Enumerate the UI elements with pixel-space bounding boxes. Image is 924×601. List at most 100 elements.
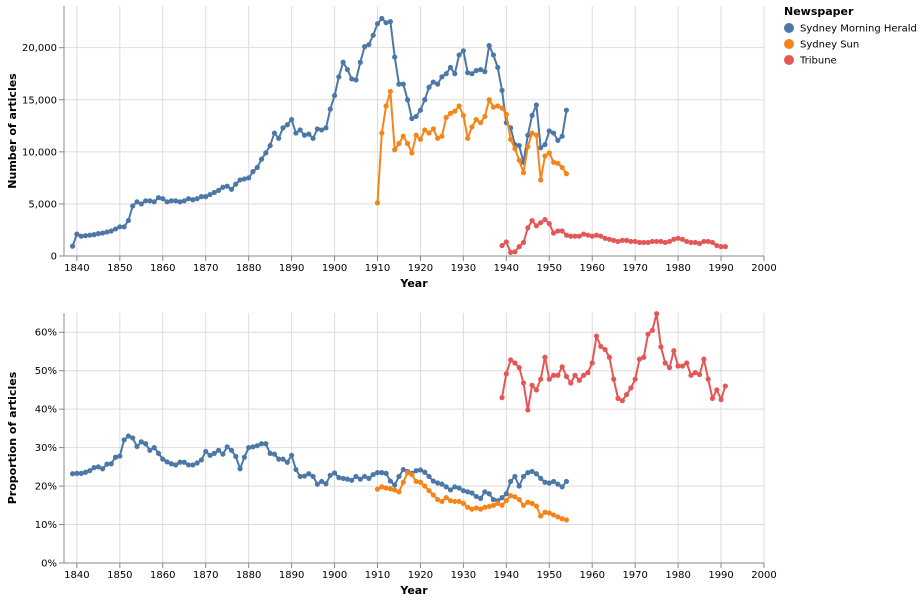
data-point	[512, 249, 518, 255]
data-point	[559, 484, 565, 490]
data-point	[520, 380, 527, 386]
data-point	[74, 470, 80, 476]
data-point	[550, 159, 557, 165]
data-point	[323, 481, 329, 487]
data-point	[396, 489, 402, 495]
data-point	[585, 370, 591, 376]
y-tick-label: 10%	[35, 520, 57, 531]
data-point	[529, 112, 535, 118]
data-point	[542, 141, 548, 148]
data-point	[456, 103, 462, 109]
legend-title: Newspaper	[784, 5, 854, 18]
x-tick-label: 1990	[708, 570, 733, 581]
data-point	[722, 244, 728, 250]
data-point	[254, 443, 260, 449]
data-point	[147, 198, 153, 204]
data-point	[392, 147, 398, 153]
data-point	[340, 59, 346, 65]
data-point	[546, 221, 552, 227]
data-point	[387, 478, 393, 484]
data-point	[538, 220, 544, 226]
data-point	[439, 481, 445, 487]
data-point	[503, 498, 509, 504]
data-point	[319, 127, 325, 133]
x-axis-title: Year	[399, 277, 428, 290]
data-point	[417, 107, 424, 113]
data-point	[91, 232, 97, 238]
data-point	[138, 201, 144, 207]
data-point	[349, 477, 355, 483]
data-point	[482, 504, 488, 510]
data-point	[168, 198, 174, 204]
y-tick-label: 40%	[35, 405, 57, 416]
x-tick-label: 1880	[236, 263, 261, 274]
data-point	[508, 357, 514, 363]
y-tick-label: 10,000	[22, 147, 57, 158]
data-point	[705, 238, 711, 245]
data-point	[267, 450, 273, 456]
data-point	[216, 187, 222, 193]
data-point	[499, 105, 505, 111]
data-point	[490, 502, 497, 508]
data-point	[473, 505, 479, 511]
x-tick-label: 1920	[408, 263, 433, 274]
data-point	[529, 468, 535, 475]
data-point	[379, 484, 385, 490]
data-point	[563, 232, 570, 238]
data-point	[258, 156, 265, 162]
x-tick-label: 1930	[451, 570, 476, 581]
data-point	[447, 487, 454, 493]
legend-swatch	[784, 23, 794, 33]
data-point	[374, 470, 381, 476]
data-point	[469, 71, 475, 77]
panel-article-count: 1840 1850 1860 1870 1880 1890 1900 1910 1920 1930…	[6, 6, 777, 290]
data-point	[147, 447, 153, 453]
data-point	[602, 235, 608, 241]
series-line-sydney-sun	[376, 90, 568, 203]
data-point	[241, 176, 247, 182]
x-tick-label: 1940	[494, 263, 519, 274]
series-tribune	[499, 216, 728, 255]
data-point	[168, 461, 174, 467]
data-point	[525, 470, 531, 476]
data-point	[666, 365, 673, 371]
data-point	[649, 238, 655, 245]
data-point	[520, 170, 527, 176]
data-point	[718, 396, 724, 403]
x-tick-label: 1970	[622, 263, 647, 274]
data-point	[598, 343, 604, 350]
data-point	[362, 473, 368, 480]
data-point	[276, 456, 282, 462]
data-point	[559, 516, 565, 522]
data-point	[301, 473, 308, 479]
data-point	[563, 373, 570, 380]
data-point	[512, 360, 518, 366]
data-point	[722, 383, 728, 389]
data-point	[525, 499, 531, 505]
y-tick-label: 30%	[35, 443, 57, 454]
data-point	[417, 136, 424, 142]
x-tick-label: 1980	[665, 570, 690, 581]
data-point	[284, 122, 290, 128]
data-point	[714, 242, 720, 249]
data-point	[319, 478, 325, 485]
data-point	[503, 111, 509, 117]
data-point	[409, 115, 415, 122]
y-tick-label: 20,000	[22, 43, 57, 54]
data-point	[452, 71, 458, 77]
y-axis-title: Proportion of articles	[6, 371, 19, 504]
data-point	[538, 475, 544, 481]
data-point	[250, 169, 256, 175]
data-point	[366, 41, 372, 48]
data-point	[224, 444, 230, 450]
data-point	[508, 249, 514, 255]
data-point	[718, 244, 724, 250]
data-point	[529, 382, 535, 388]
x-tick-label: 2000	[751, 263, 776, 274]
data-point	[709, 239, 716, 246]
data-point	[533, 471, 539, 477]
panel-article-proportion: 1840 1850 1860 1870 1880 1890 1900 1910 1920 1930…	[6, 311, 777, 597]
data-point	[220, 451, 226, 457]
data-point	[435, 81, 441, 87]
data-point	[134, 199, 140, 205]
